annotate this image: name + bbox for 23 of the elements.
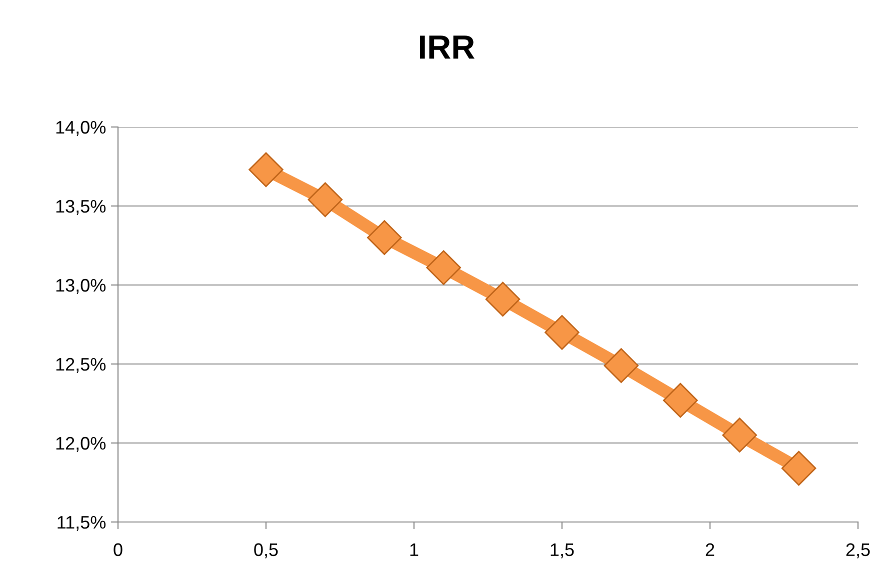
point <box>426 250 461 286</box>
y-tick-label: 11,5% <box>58 516 106 531</box>
y-tick-label: 13,0% <box>56 278 106 294</box>
point <box>367 220 402 255</box>
y-tick-label: 12,0% <box>56 436 106 452</box>
chart-title: IRR <box>420 36 475 59</box>
point <box>722 418 757 452</box>
y-tick-label: 14,0% <box>56 120 106 136</box>
point <box>663 382 698 418</box>
point <box>248 152 284 188</box>
point <box>781 450 816 486</box>
x-tick-label: 1 <box>410 543 418 556</box>
point <box>485 282 520 317</box>
x-tick-label: 2 <box>706 543 714 556</box>
point <box>308 182 343 218</box>
x-tick-label: 0 <box>114 543 122 556</box>
x-tick-label: 1,5 <box>550 543 574 558</box>
y-tick-label: 12,5% <box>56 358 106 373</box>
y-tick-label: 13,5% <box>56 200 106 215</box>
point <box>604 348 639 383</box>
point <box>544 315 580 350</box>
x-tick-label: 2,5 <box>846 543 870 558</box>
x-tick-label: 0,5 <box>254 543 278 558</box>
